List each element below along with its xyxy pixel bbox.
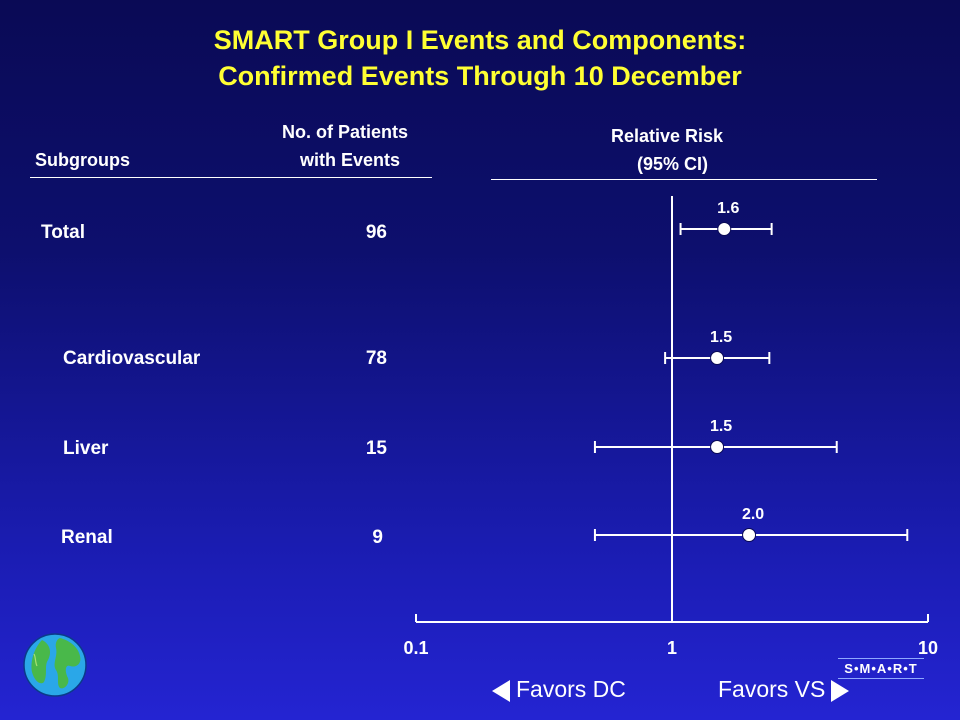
row-label-total: Total [41,222,85,243]
point-estimate [742,528,757,542]
title-line-1: SMART Group I Events and Components: [213,25,747,55]
point-estimate [710,440,725,454]
smart-logo: S•M•A•R•T [838,656,924,681]
arrow-left-icon [492,679,510,702]
rr-label: 2.0 [742,506,764,523]
x-tick-label: 1 [667,638,677,658]
favors-dc: Favors DC [492,676,626,703]
row-count-total: 96 [365,222,387,243]
x-tick-label: 10 [918,638,938,658]
patients-header-line-2: with Events [300,150,401,170]
patients-header-line-1: No. of Patients [282,122,409,142]
rr-label: 1.5 [710,329,732,346]
rr-header-line-1: Relative Risk [611,126,724,146]
favors-vs-label: Favors VS [718,676,826,702]
rr-label: 1.6 [717,200,739,217]
x-tick-label: 0.1 [403,638,428,658]
logo-rule-top [838,658,924,659]
header-rule-left [30,177,432,178]
rr-header-line-2: (95% CI) [637,154,709,174]
title-line-2: Confirmed Events Through 10 December [218,61,742,91]
point-estimate [717,222,732,236]
favors-vs: Favors VS [718,676,850,703]
row-label-liver: Liver [63,438,109,459]
row-count-cardiovascular: 78 [365,348,387,369]
rr-label: 1.5 [710,418,732,435]
globe-icon [23,633,87,697]
subgroups-header: Subgroups [35,150,130,170]
favors-dc-label: Favors DC [516,676,626,702]
logo-text: S•M•A•R•T [844,661,918,676]
header-rule-right [491,179,877,180]
arrow-right-icon [831,679,850,702]
chart-title: SMART Group I Events and Components: Con… [0,22,960,94]
row-count-liver: 15 [365,438,387,459]
row-count-renal: 9 [372,527,383,548]
row-label-cardiovascular: Cardiovascular [63,348,201,369]
point-estimate [710,351,725,365]
logo-rule-bottom [838,678,924,679]
row-label-renal: Renal [61,527,113,548]
